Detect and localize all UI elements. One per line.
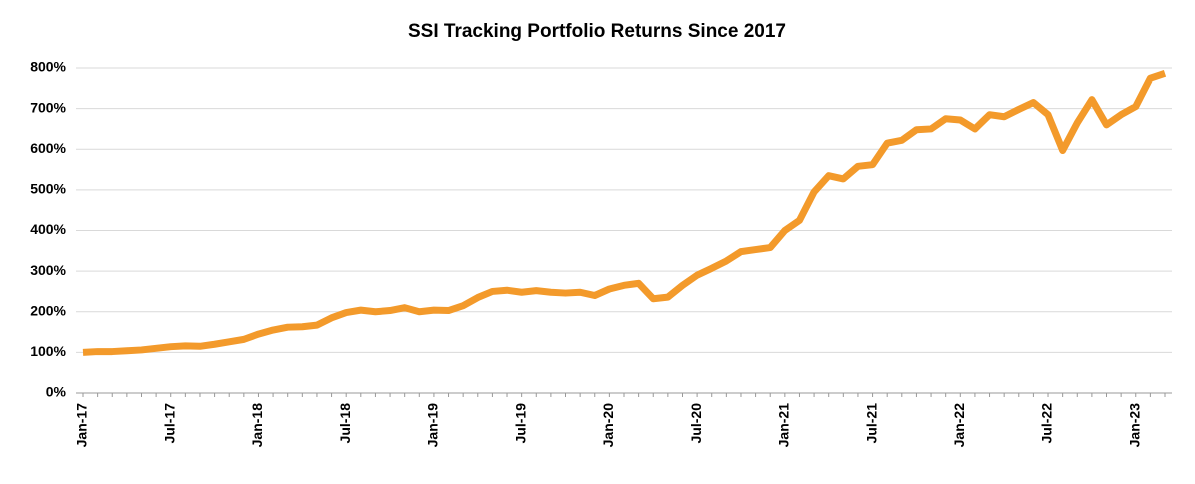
line-series <box>82 69 1167 356</box>
chart-title: SSI Tracking Portfolio Returns Since 201… <box>408 21 786 42</box>
x-tick-label: Jan-17 <box>74 403 90 448</box>
y-tick-label: 0% <box>46 384 67 400</box>
y-tick-label: 500% <box>30 181 66 197</box>
x-tick-label: Jan-23 <box>1126 403 1142 448</box>
x-tick-label: Jul-17 <box>161 403 177 444</box>
x-tick-label: Jul-20 <box>688 403 704 444</box>
x-tick-label: Jan-21 <box>776 403 792 448</box>
y-tick-label: 700% <box>30 99 66 115</box>
x-tick-label: Jul-22 <box>1039 403 1055 444</box>
x-tick-label: Jan-22 <box>951 403 967 448</box>
y-tick-label: 200% <box>30 302 66 318</box>
x-tick-label: Jul-18 <box>337 403 353 444</box>
x-tick-label: Jan-18 <box>249 403 265 448</box>
x-tick-label: Jan-20 <box>600 403 616 448</box>
x-tick-label: Jul-19 <box>512 403 528 444</box>
y-tick-label: 800% <box>30 59 66 75</box>
y-tick-label: 300% <box>30 262 66 278</box>
y-tick-label: 600% <box>30 140 66 156</box>
x-tick-label: Jan-19 <box>425 403 441 448</box>
y-tick-label: 100% <box>30 343 66 359</box>
y-tick-label: 400% <box>30 221 66 237</box>
x-tick-label: Jul-21 <box>863 403 879 444</box>
